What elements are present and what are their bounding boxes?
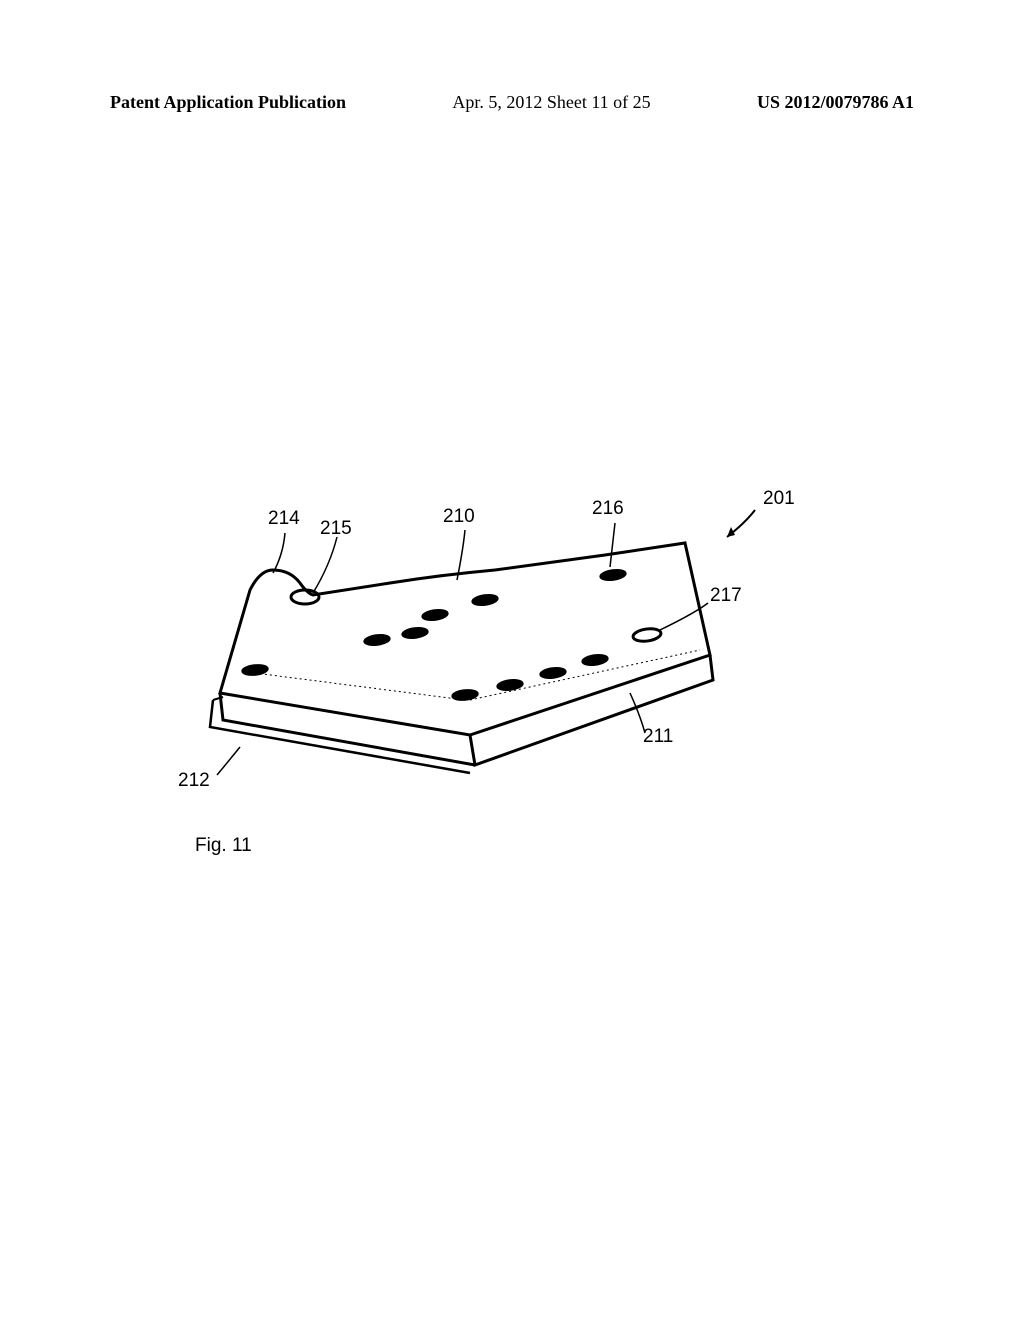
ref-216: 216 [592,498,624,520]
figure-11-container [155,475,825,815]
figure-caption: Fig. 11 [195,835,252,857]
ref-201: 201 [763,488,795,510]
ref-215: 215 [320,518,352,540]
ref-214: 214 [268,508,300,530]
header-publication: Patent Application Publication [110,92,346,113]
ref-217: 217 [710,585,742,607]
patent-header: Patent Application Publication Apr. 5, 2… [0,92,1024,113]
ref-210: 210 [443,506,475,528]
ref-212: 212 [178,770,210,792]
header-date-sheet: Apr. 5, 2012 Sheet 11 of 25 [452,92,650,113]
ref-211: 211 [643,726,673,748]
header-patent-number: US 2012/0079786 A1 [757,92,914,113]
figure-11-drawing [155,475,825,815]
